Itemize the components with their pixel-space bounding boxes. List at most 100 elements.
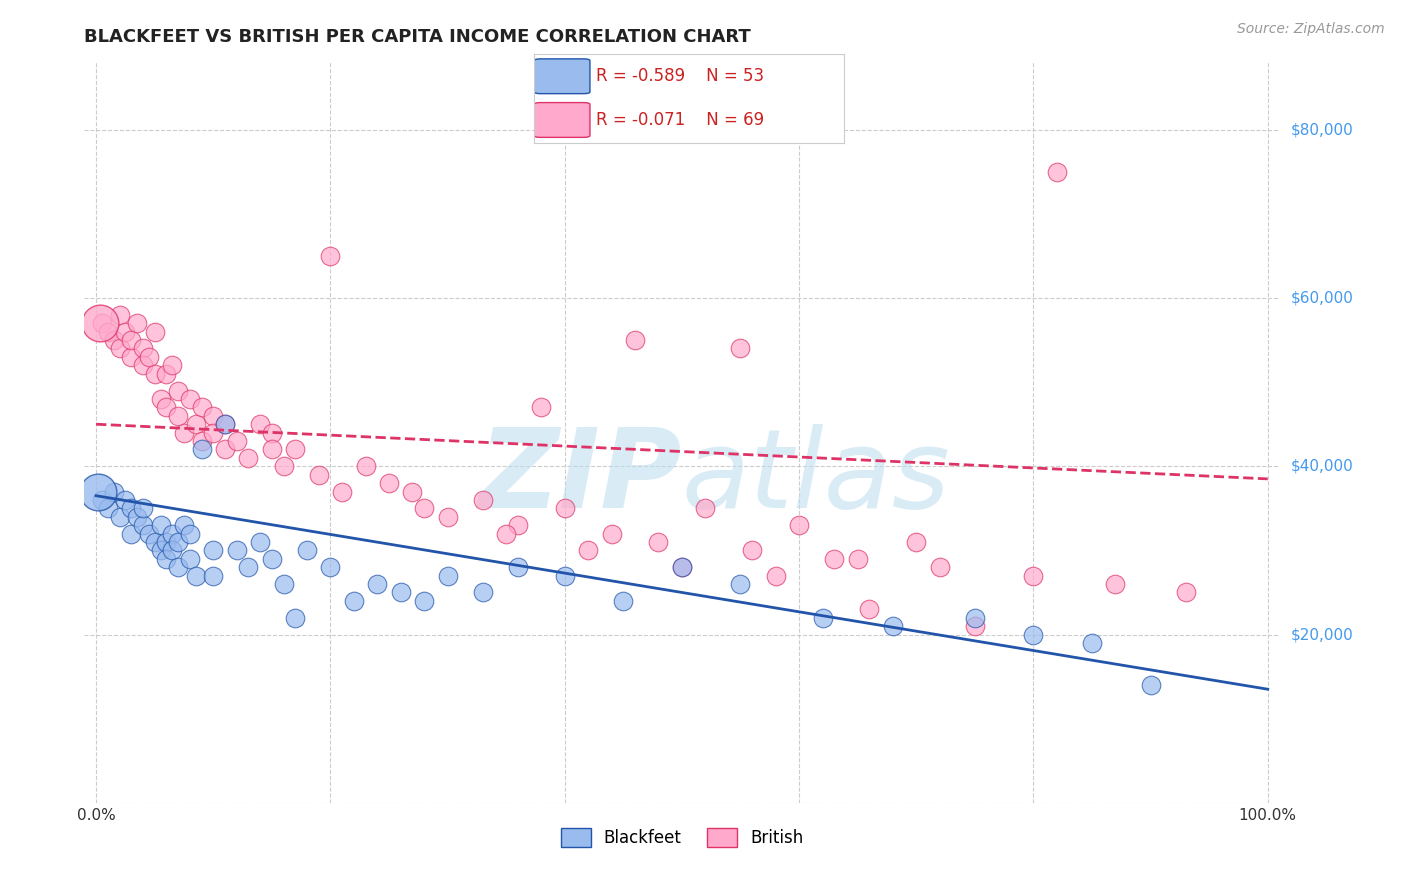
Point	[730, 342, 752, 356]
Point	[1046, 165, 1069, 179]
Point	[162, 359, 183, 373]
Point	[190, 442, 212, 457]
Point	[506, 518, 529, 533]
Point	[108, 509, 131, 524]
Point	[90, 492, 114, 507]
Point	[1174, 585, 1197, 599]
Point	[103, 484, 125, 499]
Point	[225, 434, 247, 448]
Point	[343, 594, 366, 608]
Point	[436, 568, 458, 582]
Point	[554, 501, 576, 516]
Point	[436, 509, 458, 524]
Point	[214, 417, 236, 432]
Text: $80,000: $80,000	[1291, 122, 1354, 137]
Point	[787, 518, 810, 533]
Point	[273, 577, 295, 591]
Point	[471, 585, 494, 599]
Point	[554, 568, 576, 582]
Point	[730, 577, 752, 591]
Point	[273, 459, 295, 474]
Text: $40,000: $40,000	[1291, 458, 1354, 474]
Point	[506, 560, 529, 574]
Text: atlas: atlas	[682, 424, 950, 531]
Point	[624, 333, 647, 347]
Point	[963, 610, 986, 624]
Point	[167, 384, 190, 398]
Point	[120, 350, 142, 364]
Point	[143, 325, 166, 339]
Point	[249, 417, 271, 432]
Point	[155, 367, 177, 381]
FancyBboxPatch shape	[534, 103, 591, 137]
Point	[103, 333, 125, 347]
Point	[114, 492, 136, 507]
Point	[319, 249, 342, 263]
Point	[120, 526, 142, 541]
Point	[179, 526, 201, 541]
Point	[179, 392, 201, 406]
Point	[190, 434, 212, 448]
Point	[413, 594, 436, 608]
Point	[184, 568, 207, 582]
Point	[284, 442, 307, 457]
FancyBboxPatch shape	[534, 59, 591, 94]
Point	[928, 560, 950, 574]
Point	[202, 425, 225, 440]
Point	[249, 535, 271, 549]
Point	[741, 543, 763, 558]
Point	[576, 543, 599, 558]
Point	[330, 484, 353, 499]
Point	[162, 526, 183, 541]
Point	[202, 409, 225, 423]
Point	[190, 401, 212, 415]
Point	[127, 509, 149, 524]
Point	[155, 401, 177, 415]
Point	[846, 551, 869, 566]
Text: $20,000: $20,000	[1291, 627, 1354, 642]
Point	[97, 325, 120, 339]
Point	[963, 619, 986, 633]
Point	[260, 442, 283, 457]
Point	[149, 518, 172, 533]
Point	[671, 560, 693, 574]
Point	[114, 325, 136, 339]
Point	[647, 535, 669, 549]
Point	[155, 551, 177, 566]
Point	[132, 342, 155, 356]
Point	[138, 350, 160, 364]
Point	[214, 442, 236, 457]
Point	[1081, 636, 1104, 650]
Point	[167, 560, 190, 574]
Point	[765, 568, 787, 582]
Point	[882, 619, 904, 633]
Point	[495, 526, 517, 541]
Point	[143, 367, 166, 381]
Point	[138, 526, 160, 541]
Point	[378, 476, 401, 491]
Text: ZIP: ZIP	[478, 424, 682, 531]
Point	[284, 610, 307, 624]
Point	[89, 316, 111, 330]
Text: R = -0.071    N = 69: R = -0.071 N = 69	[596, 111, 765, 128]
Point	[295, 543, 318, 558]
Point	[413, 501, 436, 516]
Text: $60,000: $60,000	[1291, 291, 1354, 305]
Point	[811, 610, 834, 624]
Point	[858, 602, 880, 616]
Text: R = -0.589    N = 53: R = -0.589 N = 53	[596, 67, 765, 85]
Point	[354, 459, 377, 474]
Point	[162, 543, 183, 558]
Point	[167, 409, 190, 423]
Point	[238, 560, 260, 574]
Point	[143, 535, 166, 549]
Point	[319, 560, 342, 574]
Point	[1139, 678, 1161, 692]
Point	[225, 543, 247, 558]
Point	[202, 568, 225, 582]
Point	[471, 492, 494, 507]
Point	[260, 425, 283, 440]
Text: BLACKFEET VS BRITISH PER CAPITA INCOME CORRELATION CHART: BLACKFEET VS BRITISH PER CAPITA INCOME C…	[84, 28, 751, 45]
Point	[87, 484, 110, 499]
Point	[238, 450, 260, 465]
